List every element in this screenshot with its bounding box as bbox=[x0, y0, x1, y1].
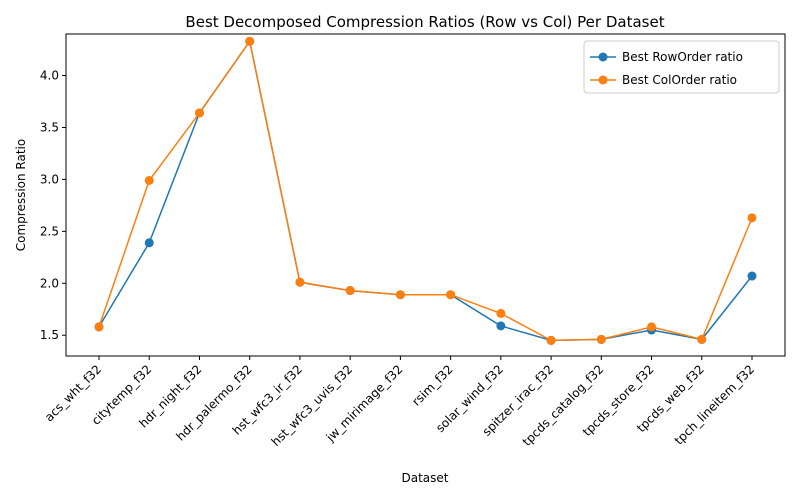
y-tick-label: 2.0 bbox=[40, 276, 59, 290]
data-point bbox=[647, 322, 657, 332]
legend-row-label: Best RowOrder ratio bbox=[622, 50, 743, 64]
y-tick-label: 1.5 bbox=[40, 328, 59, 342]
y-axis-label: Compression Ratio bbox=[14, 139, 28, 252]
series-layer bbox=[94, 36, 757, 345]
data-point bbox=[496, 308, 506, 318]
x-axis-label: Dataset bbox=[402, 471, 449, 485]
data-point bbox=[747, 271, 757, 281]
legend-row-marker bbox=[598, 52, 608, 62]
legend-col-label: Best ColOrder ratio bbox=[622, 73, 737, 87]
legend-box bbox=[583, 40, 780, 94]
data-point bbox=[345, 286, 355, 296]
data-point bbox=[446, 290, 456, 300]
data-point bbox=[144, 238, 154, 248]
data-point bbox=[94, 322, 104, 332]
data-point bbox=[747, 213, 757, 223]
data-point bbox=[496, 321, 506, 331]
y-tick-label: 4.0 bbox=[40, 69, 59, 83]
data-point bbox=[245, 36, 255, 46]
x-tick-label: rsim_f32 bbox=[409, 362, 455, 408]
y-tick-label: 3.0 bbox=[40, 172, 59, 186]
y-tick-label: 3.5 bbox=[40, 120, 59, 134]
y-tick-label: 2.5 bbox=[40, 224, 59, 238]
plot-area bbox=[65, 33, 786, 357]
data-point bbox=[144, 175, 154, 185]
data-point bbox=[295, 277, 305, 287]
legend-col-marker bbox=[598, 75, 608, 85]
data-point bbox=[596, 334, 606, 344]
data-point bbox=[697, 334, 707, 344]
x-axis: acs_wht_f32citytemp_f32hdr_night_f32hdr_… bbox=[42, 356, 757, 449]
legend: Best RowOrder ratio Best ColOrder ratio bbox=[583, 40, 780, 94]
data-point bbox=[194, 108, 204, 118]
y-axis: 1.5 2.0 2.5 3.0 3.5 4.0 bbox=[40, 69, 66, 342]
chart-title: Best Decomposed Compression Ratios (Row … bbox=[185, 13, 664, 31]
data-point bbox=[395, 290, 405, 300]
series-line bbox=[98, 39, 753, 342]
data-point bbox=[546, 335, 556, 345]
